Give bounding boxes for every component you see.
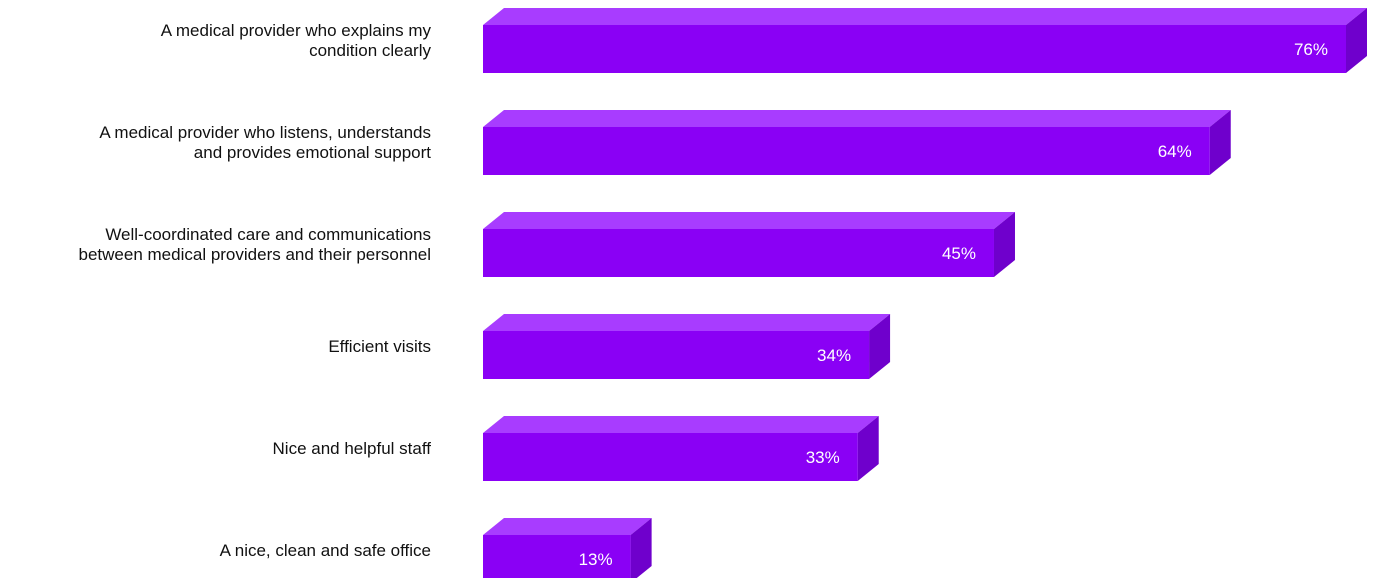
- bar-front-face: [483, 535, 631, 578]
- category-label-line: between medical providers and their pers…: [79, 245, 431, 264]
- bar-front-face: [483, 433, 858, 481]
- bar-front-face: [483, 229, 994, 277]
- bar-top-face: [483, 416, 879, 433]
- category-label: A medical provider who listens, understa…: [99, 123, 431, 162]
- bar-value-label: 13%: [579, 550, 613, 569]
- category-label-line: and provides emotional support: [194, 143, 431, 162]
- bar-top-face: [483, 314, 891, 331]
- bar-value-label: 45%: [942, 244, 976, 263]
- category-label: A nice, clean and safe office: [220, 541, 431, 560]
- bar-top-face: [483, 110, 1231, 127]
- bar-top-face: [483, 8, 1367, 25]
- bar-side-face: [857, 416, 879, 481]
- bar-value-label: 64%: [1158, 142, 1192, 161]
- bar: 13%: [483, 518, 652, 578]
- category-label: A medical provider who explains my condit…: [161, 21, 432, 60]
- category-label-line: Well-coordinated care and communications: [105, 225, 431, 244]
- category-label: Nice and helpful staff: [273, 439, 432, 458]
- bar-side-face: [630, 518, 652, 578]
- bar-side-face: [993, 212, 1015, 277]
- bar-value-label: 34%: [817, 346, 851, 365]
- bar-top-face: [483, 212, 1015, 229]
- bar-front-face: [483, 331, 870, 379]
- bars-group: 76% 64% 45% 34% 33% 13%: [483, 8, 1367, 578]
- bar: 45%: [483, 212, 1015, 277]
- bar-top-face: [483, 518, 652, 535]
- bar: 34%: [483, 314, 891, 379]
- category-label: Well-coordinated care and communications…: [79, 225, 431, 264]
- category-label-line: Nice and helpful staff: [273, 439, 432, 458]
- category-label: Efficient visits: [328, 337, 431, 356]
- bar: 33%: [483, 416, 879, 481]
- bar-side-face: [1346, 8, 1367, 73]
- category-label-line: condition clearly: [309, 41, 431, 60]
- bar-front-face: [483, 127, 1210, 175]
- bar-front-face: [483, 25, 1346, 73]
- bar-value-label: 33%: [806, 448, 840, 467]
- category-label-line: Efficient visits: [328, 337, 431, 356]
- bar-side-face: [1209, 110, 1231, 175]
- category-labels-group: A medical provider who explains my condit…: [79, 21, 432, 560]
- category-label-line: A medical provider who explains my: [161, 21, 432, 40]
- bar-value-label: 76%: [1294, 40, 1328, 59]
- bar: 64%: [483, 110, 1231, 175]
- category-label-line: A nice, clean and safe office: [220, 541, 431, 560]
- bar: 76%: [483, 8, 1367, 73]
- bar-side-face: [869, 314, 891, 379]
- category-label-line: A medical provider who listens, understa…: [99, 123, 431, 142]
